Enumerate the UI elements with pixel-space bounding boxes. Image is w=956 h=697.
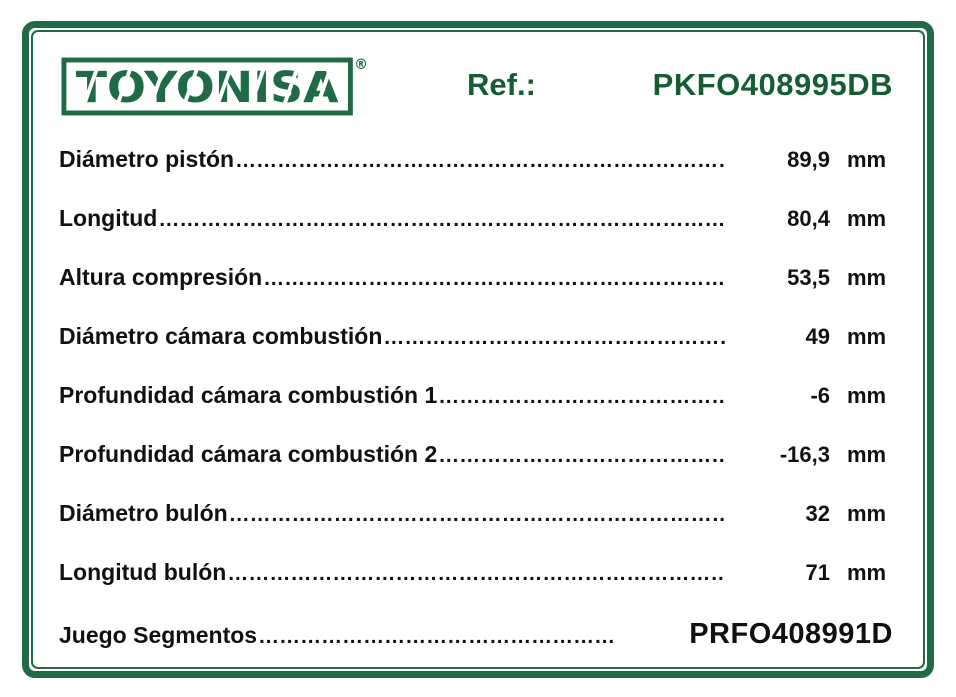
dot-leader: …………………………………………………………………………………………………………… bbox=[235, 149, 726, 172]
spec-plate-border: TOYONISA ® Ref.: PKFO408995DB bbox=[22, 21, 934, 678]
spec-unit: mm bbox=[847, 265, 887, 290]
spec-label: Diámetro bulón bbox=[59, 500, 228, 526]
spec-label: Longitud bbox=[59, 205, 158, 231]
dot-leader: …………………………………………………………………………………………………………… bbox=[438, 444, 726, 467]
spec-label: Altura compresión bbox=[59, 264, 263, 290]
spec-label: Longitud bulón bbox=[59, 559, 227, 585]
dot-leader: …………………………………………………………………………………………………………… bbox=[227, 562, 726, 585]
spec-unit: mm bbox=[847, 147, 887, 172]
registered-mark-icon: ® bbox=[354, 56, 368, 72]
spec-rows: Diámetro pistón ………………………………………………………………… bbox=[59, 126, 893, 661]
spec-unit: mm bbox=[847, 501, 887, 526]
spec-value: 71 bbox=[805, 560, 830, 585]
spec-value: -16,3 bbox=[779, 442, 830, 467]
spec-label: Profundidad cámara combustión 2 bbox=[59, 441, 438, 467]
header: TOYONISA ® Ref.: PKFO408995DB bbox=[59, 42, 893, 126]
spec-row-altura-compresion: Altura compresión …………………………………………………………… bbox=[59, 264, 893, 291]
segments-ref-value: PRFO408991D bbox=[689, 618, 893, 650]
dot-leader: …………………………………………………………………………………………………………… bbox=[263, 267, 726, 290]
spec-row-diametro-bulon: Diámetro bulón …………………………………………………………………… bbox=[59, 500, 893, 527]
toyonisa-logo: TOYONISA ® bbox=[61, 53, 371, 118]
dot-leader: …………………………………………………………………………………………………………… bbox=[383, 326, 726, 349]
spec-row-diametro-camara: Diámetro cámara combustión …………………………………… bbox=[59, 323, 893, 350]
spec-row-diametro-piston: Diámetro pistón ………………………………………………………………… bbox=[59, 146, 893, 173]
spec-unit: mm bbox=[847, 206, 887, 231]
spec-value: 32 bbox=[805, 501, 830, 526]
spec-unit: mm bbox=[847, 324, 887, 349]
ref-value: PKFO408995DB bbox=[652, 67, 893, 102]
spec-value: 89,9 bbox=[787, 147, 830, 172]
spec-row-profundidad-2: Profundidad cámara combustión 2 ……………………… bbox=[59, 441, 893, 468]
logo-slashes bbox=[80, 63, 334, 110]
spec-label: Juego Segmentos bbox=[59, 622, 258, 648]
dot-leader: …………………………………………………………………………………………………………… bbox=[258, 625, 617, 648]
spec-value: 80,4 bbox=[787, 206, 830, 231]
spec-unit: mm bbox=[847, 383, 887, 408]
dot-leader: …………………………………………………………………………………………………………… bbox=[158, 208, 726, 231]
spec-row-longitud-bulon: Longitud bulón …………………………………………………………………… bbox=[59, 559, 893, 586]
spec-row-profundidad-1: Profundidad cámara combustión 1 ……………………… bbox=[59, 382, 893, 409]
spec-unit: mm bbox=[847, 442, 887, 467]
spec-value: -6 bbox=[810, 383, 830, 408]
dot-leader: …………………………………………………………………………………………………………… bbox=[438, 385, 726, 408]
dot-leader: …………………………………………………………………………………………………………… bbox=[228, 503, 726, 526]
spec-row-longitud: Longitud …………………………………………………………………………………… bbox=[59, 205, 893, 232]
spec-value: 49 bbox=[805, 324, 830, 349]
ref-label: Ref.: bbox=[467, 67, 536, 102]
spec-plate: TOYONISA ® Ref.: PKFO408995DB bbox=[31, 30, 925, 669]
spec-label: Profundidad cámara combustión 1 bbox=[59, 382, 438, 408]
toyonisa-logo-graphic: TOYONISA ® bbox=[61, 56, 368, 115]
spec-value: 53,5 bbox=[787, 265, 830, 290]
spec-label: Diámetro cámara combustión bbox=[59, 323, 383, 349]
spec-row-juego-segmentos: Juego Segmentos ………………………………………………………………… bbox=[59, 618, 893, 651]
spec-unit: mm bbox=[847, 560, 887, 585]
spec-label: Diámetro pistón bbox=[59, 146, 235, 172]
